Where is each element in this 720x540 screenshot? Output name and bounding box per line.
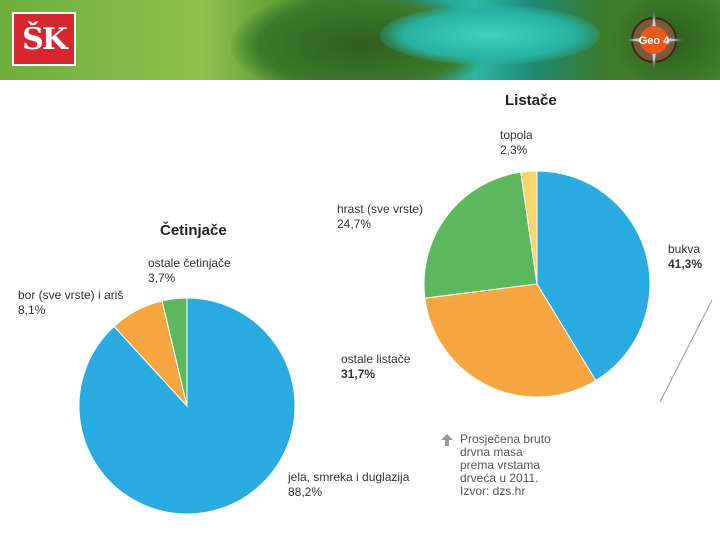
pie-cetinjace (78, 297, 296, 515)
slice-label: bor (sve vrste) i ariš (18, 288, 124, 302)
pie-slice-1-2 (423, 171, 538, 299)
slice-label: topola (500, 128, 533, 142)
slice-label: ostale listače (341, 352, 411, 366)
slice-value: 8,1% (18, 303, 46, 317)
label-jela: jela, smreka i duglazija 88,2% (288, 470, 409, 500)
slice-value: 2,3% (500, 143, 528, 157)
logo-text: ŠK (22, 21, 68, 57)
note-line: Prosječena bruto (460, 432, 551, 446)
pie-slice-0-2 (161, 297, 188, 407)
slice-label: jela, smreka i duglazija (288, 470, 410, 484)
slice-value: 88,2% (288, 485, 323, 499)
slice-label: ostale četinjače (148, 256, 231, 270)
slice-value: 31,7% (341, 367, 376, 381)
note-line: Izvor: dzs.hr (460, 484, 526, 498)
slice-label: hrast (sve vrste) (337, 202, 424, 216)
label-bukva: bukva 41,3% (668, 242, 702, 272)
badge-text: Geo 4 (639, 35, 670, 47)
pie-listace (423, 170, 651, 398)
label-ostale-listace: ostale listače 31,7% (341, 352, 410, 382)
title-listace: Listače (505, 92, 557, 109)
arrow-up-icon (441, 434, 453, 446)
label-ostale-cetinjace: ostale četinjače 3,7% (148, 256, 231, 286)
pie-slice-1-0 (536, 170, 651, 382)
note-line: drveća u 2011. (460, 471, 539, 485)
note-line: drvna masa (460, 445, 523, 459)
pie-slice-1-3 (520, 170, 538, 285)
pie-slice-1-1 (424, 283, 597, 398)
banner-water (380, 5, 600, 65)
slice-value: 24,7% (337, 217, 372, 231)
geo-badge-icon: Geo 4 (625, 11, 683, 69)
label-hrast: hrast (sve vrste) 24,7% (337, 202, 423, 232)
slice-label: bukva (668, 242, 701, 256)
school-logo: ŠK (12, 12, 76, 66)
note-line: prema vrstama (460, 458, 541, 472)
title-cetinjace: Četinjače (160, 222, 227, 239)
label-bor: bor (sve vrste) i ariš 8,1% (18, 288, 123, 318)
label-topola: topola 2,3% (500, 128, 533, 158)
source-note: Prosječena bruto drvna masa prema vrstam… (460, 433, 551, 498)
header-banner (0, 0, 720, 80)
slice-value: 3,7% (148, 271, 176, 285)
slice-value: 41,3% (668, 257, 703, 271)
